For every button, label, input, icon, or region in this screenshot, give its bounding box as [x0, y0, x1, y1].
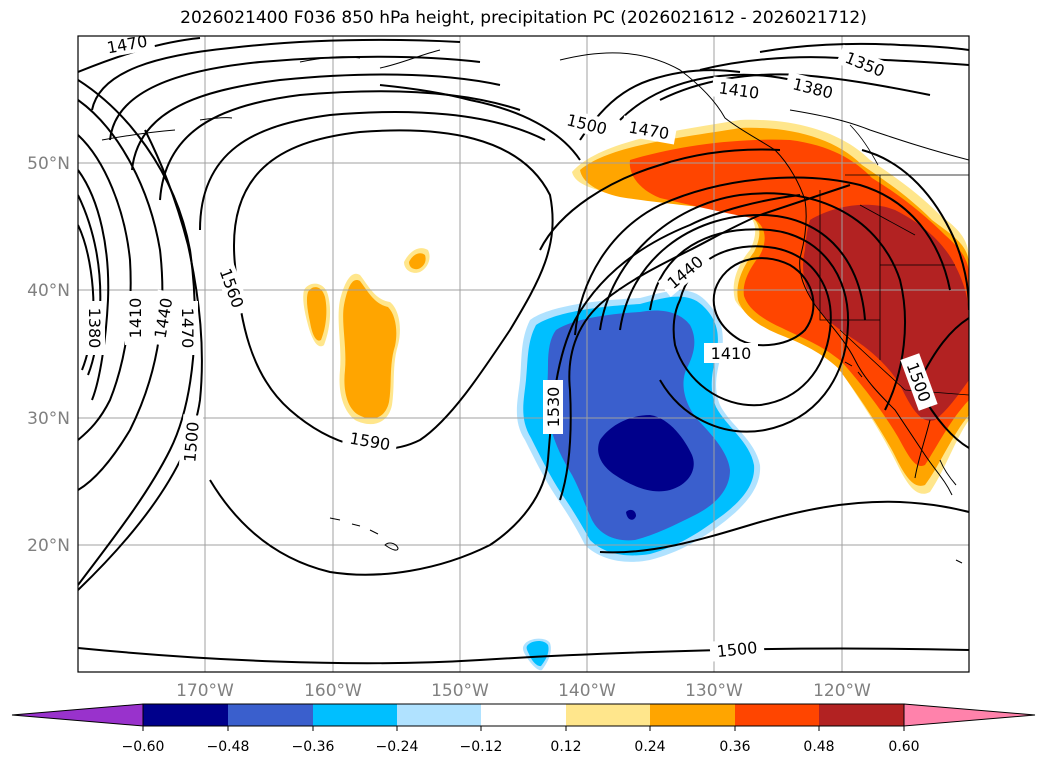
contour-label: 1500	[180, 421, 202, 463]
contour-label: 1470	[178, 308, 197, 349]
contour-label: 1530	[544, 387, 563, 428]
colorbar-tick-label: 0.12	[550, 739, 581, 755]
contour-label: 1410	[126, 298, 145, 339]
lon-label: 160°W	[304, 681, 362, 701]
colorbar-tick-label: −0.24	[376, 739, 419, 755]
latitude-labels: 50°N 40°N 30°N 20°N	[27, 154, 70, 556]
lat-label: 20°N	[27, 536, 70, 556]
lat-label: 50°N	[27, 154, 70, 174]
colorbar-tick-label: 0.36	[719, 739, 750, 755]
map-frame	[77, 35, 970, 673]
colorbar-tick-label: −0.48	[207, 739, 250, 755]
colorbar-tick-label: 0.48	[803, 739, 834, 755]
colorbar: −0.60 −0.48 −0.36 −0.24 −0.12 0.12 0.24 …	[11, 703, 1036, 755]
map-panel: 1470 1350 1380 1410 1500 1470 1560 1440 …	[77, 32, 970, 673]
contour-label-bgs	[85, 36, 938, 662]
colorbar-tick-label: 0.24	[634, 739, 665, 755]
colorbar-bin	[650, 704, 735, 726]
lon-label: 130°W	[685, 681, 743, 701]
contour-label: 1470	[105, 32, 148, 58]
longitude-labels: 170°W 160°W 150°W 140°W 130°W 120°W	[176, 681, 871, 701]
colorbar-bin	[143, 704, 228, 726]
colorbar-extend-high	[903, 703, 1036, 727]
lat-label: 40°N	[27, 281, 70, 301]
colorbar-bin	[481, 704, 566, 726]
lon-label: 140°W	[558, 681, 616, 701]
map-title: 2026021400 F036 850 hPa height, precipit…	[180, 8, 867, 28]
lon-label: 120°W	[813, 681, 871, 701]
contour-label: 1410	[711, 344, 752, 363]
contour-label: 1380	[85, 308, 104, 349]
precip-negative	[516, 290, 761, 671]
colorbar-bin	[566, 704, 650, 726]
colorbar-bin	[819, 704, 904, 726]
colorbar-bin	[313, 704, 397, 726]
colorbar-bin	[735, 704, 819, 726]
lat-label: 30°N	[27, 409, 70, 429]
colorbar-bin	[228, 704, 313, 726]
colorbar-extend-low	[11, 703, 144, 727]
contour-label: 1500	[716, 638, 758, 661]
lon-label: 170°W	[176, 681, 234, 701]
colorbar-bin	[397, 704, 481, 726]
colorbar-tick-label: 0.60	[888, 739, 919, 755]
colorbar-tick-label: −0.12	[460, 739, 503, 755]
precip-positive-islands	[303, 248, 430, 425]
lon-label: 150°W	[431, 681, 489, 701]
colorbar-tick-label: −0.60	[122, 739, 165, 755]
coastlines	[101, 49, 969, 564]
colorbar-tick-label: −0.36	[292, 739, 335, 755]
